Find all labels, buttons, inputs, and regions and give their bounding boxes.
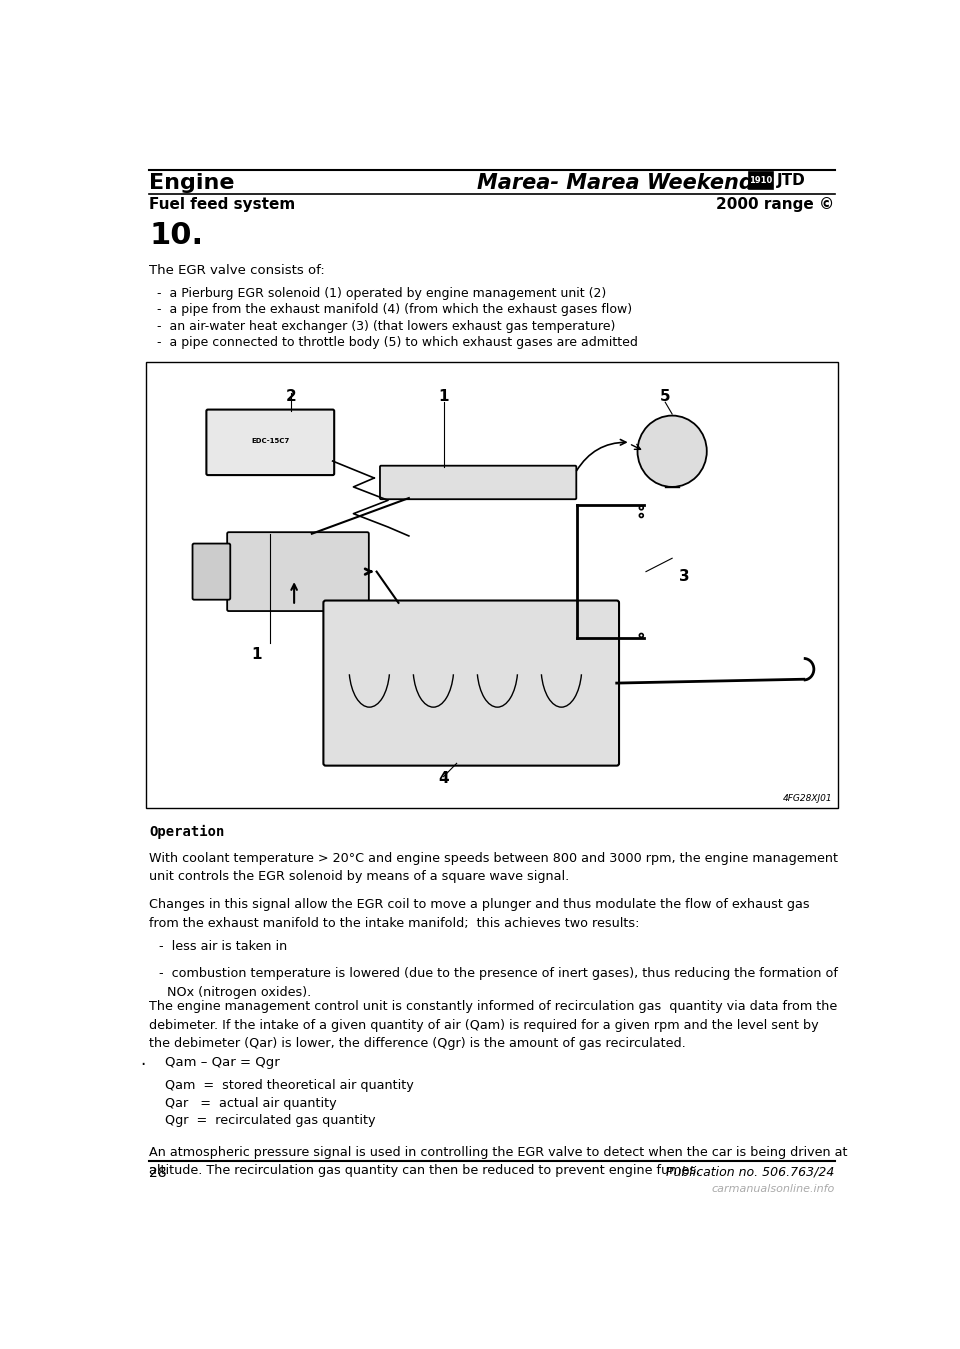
Text: Engine: Engine	[150, 173, 235, 193]
Text: Marea- Marea Weekend: Marea- Marea Weekend	[477, 173, 761, 193]
Text: Qam – Qar = Qgr: Qam – Qar = Qgr	[165, 1056, 279, 1068]
Text: An atmospheric pressure signal is used in controlling the EGR valve to detect wh: An atmospheric pressure signal is used i…	[150, 1145, 848, 1178]
Text: carmanualsonline.info: carmanualsonline.info	[711, 1184, 834, 1194]
Ellipse shape	[637, 415, 707, 487]
Bar	[750, 171, 773, 189]
Bar	[146, 362, 838, 808]
Text: 1: 1	[439, 389, 448, 403]
Text: Qam  =  stored theoretical air quantity: Qam = stored theoretical air quantity	[165, 1079, 414, 1091]
Text: EDC-15C7: EDC-15C7	[252, 438, 289, 444]
Text: -  less air is taken in: - less air is taken in	[158, 940, 287, 954]
Text: Qar   =  actual air quantity: Qar = actual air quantity	[165, 1097, 337, 1110]
Text: 1910: 1910	[750, 175, 773, 185]
Text: Publication no. 506.763/24: Publication no. 506.763/24	[666, 1166, 834, 1179]
FancyBboxPatch shape	[324, 600, 619, 766]
Text: 3: 3	[679, 568, 689, 584]
Text: -  a pipe from the exhaust manifold (4) (from which the exhaust gases flow): - a pipe from the exhaust manifold (4) (…	[157, 304, 633, 316]
Text: -  combustion temperature is lowered (due to the presence of inert gases), thus : - combustion temperature is lowered (due…	[158, 967, 838, 998]
FancyBboxPatch shape	[206, 410, 334, 475]
Text: -  an air-water heat exchanger (3) (that lowers exhaust gas temperature): - an air-water heat exchanger (3) (that …	[157, 320, 615, 333]
Text: With coolant temperature > 20°C and engine speeds between 800 and 3000 rpm, the : With coolant temperature > 20°C and engi…	[150, 851, 838, 884]
Text: Qgr  =  recirculated gas quantity: Qgr = recirculated gas quantity	[165, 1114, 375, 1128]
Text: 5: 5	[660, 389, 670, 403]
Text: ·: ·	[140, 1056, 145, 1074]
FancyBboxPatch shape	[380, 465, 576, 499]
Text: The EGR valve consists of:: The EGR valve consists of:	[150, 263, 325, 277]
Text: Fuel feed system: Fuel feed system	[150, 197, 296, 212]
Text: -  a pipe connected to throttle body (5) to which exhaust gases are admitted: - a pipe connected to throttle body (5) …	[157, 336, 638, 349]
Text: 2: 2	[286, 389, 297, 403]
Text: 2000 range ©: 2000 range ©	[716, 197, 834, 212]
Text: 28: 28	[150, 1166, 167, 1180]
Text: Changes in this signal allow the EGR coil to move a plunger and thus modulate th: Changes in this signal allow the EGR coi…	[150, 898, 810, 929]
Text: 10.: 10.	[150, 221, 204, 250]
FancyBboxPatch shape	[228, 533, 369, 611]
Text: 4: 4	[438, 770, 449, 785]
FancyBboxPatch shape	[193, 544, 230, 600]
Text: -  a Pierburg EGR solenoid (1) operated by engine management unit (2): - a Pierburg EGR solenoid (1) operated b…	[157, 286, 607, 299]
Text: Operation: Operation	[150, 824, 225, 839]
Text: 1: 1	[252, 648, 262, 662]
Text: JTD: JTD	[778, 173, 806, 188]
Text: The engine management control unit is constantly informed of recirculation gas  : The engine management control unit is co…	[150, 1001, 838, 1051]
Text: 4FG28XJ01: 4FG28XJ01	[782, 795, 832, 803]
